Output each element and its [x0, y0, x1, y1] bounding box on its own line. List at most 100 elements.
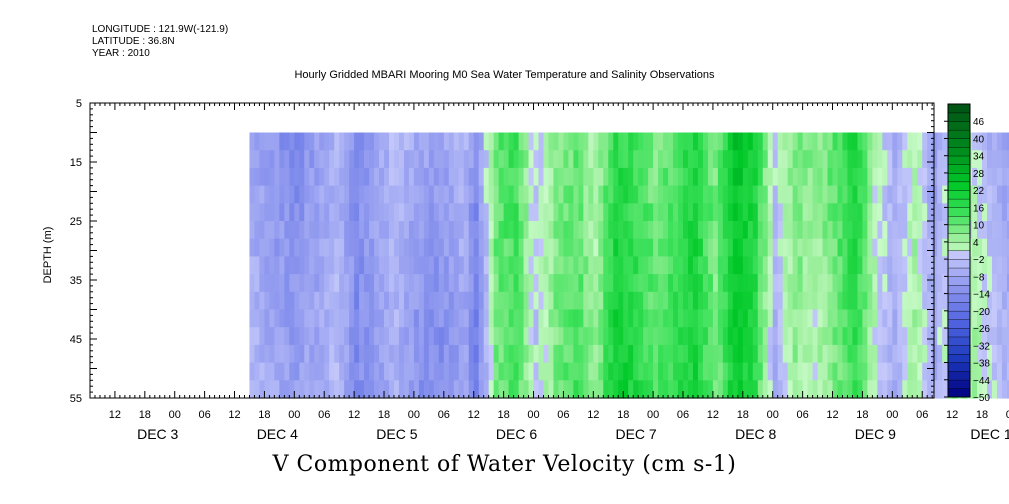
heatmap-cell — [747, 132, 754, 151]
heatmap-cell — [389, 238, 395, 257]
heatmap-cell — [663, 291, 669, 311]
heatmap-cell — [369, 185, 375, 204]
heatmap-cell — [807, 309, 814, 328]
heatmap-cell — [294, 309, 300, 328]
heatmap-cell — [747, 362, 754, 381]
heatmap-cell — [628, 203, 634, 222]
heatmap-cell — [393, 380, 400, 399]
heatmap-cell — [453, 327, 460, 346]
heatmap-cell — [344, 203, 350, 222]
heatmap-cell — [972, 203, 978, 222]
heatmap-cell — [822, 221, 829, 240]
heatmap-cell — [593, 203, 599, 222]
heatmap-cell — [668, 291, 674, 311]
heatmap-cell — [359, 221, 365, 240]
heatmap-cell — [857, 344, 864, 364]
heatmap-cell — [762, 362, 769, 381]
heatmap-cell — [438, 185, 445, 204]
heatmap-cell — [862, 203, 868, 222]
heatmap-cell — [902, 150, 908, 169]
heatmap-cell — [807, 291, 814, 311]
heatmap-cell — [892, 203, 898, 222]
colorbar-swatch — [947, 370, 971, 381]
heatmap-cell — [623, 291, 629, 311]
heatmap-cell — [777, 150, 784, 169]
heatmap-cell — [593, 167, 599, 187]
heatmap-cell — [797, 150, 804, 169]
heatmap-cell — [543, 327, 550, 346]
heatmap-cell — [897, 185, 903, 204]
heatmap-cell — [334, 327, 340, 346]
heatmap-cell — [523, 291, 530, 311]
heatmap-cell — [937, 132, 943, 151]
heatmap-cell — [418, 238, 425, 257]
heatmap-cell — [433, 238, 440, 257]
heatmap-cell — [299, 344, 305, 364]
heatmap-cell — [463, 309, 470, 328]
heatmap-cell — [259, 309, 266, 328]
heatmap-cell — [787, 185, 794, 204]
heatmap-cell — [259, 344, 266, 364]
heatmap-cell — [996, 167, 1003, 187]
heatmap-cell — [942, 309, 948, 328]
heatmap-cell — [987, 203, 993, 222]
heatmap-cell — [628, 185, 634, 204]
heatmap-cell — [563, 362, 569, 381]
heatmap-cell — [613, 185, 619, 204]
heatmap-cell — [982, 309, 988, 328]
heatmap-cell — [578, 362, 584, 381]
heatmap-cell — [658, 309, 664, 328]
heatmap-cell — [638, 274, 644, 293]
heatmap-cell — [374, 221, 380, 240]
heatmap-cell — [578, 327, 584, 346]
heatmap-cell — [633, 256, 639, 275]
heatmap-cell — [777, 203, 784, 222]
heatmap-cell — [603, 221, 609, 240]
heatmap-cell — [663, 238, 669, 257]
heatmap-cell — [812, 291, 819, 311]
heatmap-cell — [987, 291, 993, 311]
heatmap-cell — [269, 344, 275, 364]
heatmap-cell — [972, 256, 978, 275]
heatmap-cell — [398, 309, 405, 328]
heatmap-cell — [299, 167, 305, 187]
heatmap-cell — [254, 327, 261, 346]
heatmap-cell — [877, 185, 883, 204]
heatmap-cell — [558, 291, 565, 311]
heatmap-cell — [583, 380, 589, 399]
heatmap-cell — [379, 362, 385, 381]
heatmap-cell — [977, 309, 983, 328]
heatmap-cell — [917, 167, 923, 187]
heatmap-cell — [762, 274, 769, 293]
heatmap-cell — [528, 344, 535, 364]
heatmap-cell — [892, 185, 898, 204]
heatmap-cell — [398, 344, 405, 364]
heatmap-cell — [269, 203, 275, 222]
heatmap-cell — [797, 132, 804, 151]
x-hour-label: 12 — [468, 409, 480, 421]
x-hour-label: 00 — [408, 409, 420, 421]
x-day-label: DEC 10 — [970, 426, 1009, 442]
heatmap-cell — [937, 150, 943, 169]
heatmap-cell — [254, 150, 261, 169]
heatmap-cell — [712, 327, 719, 346]
heatmap-cell — [379, 344, 385, 364]
heatmap-cell — [887, 185, 893, 204]
heatmap-cell — [428, 203, 435, 222]
heatmap-cell — [543, 185, 550, 204]
heatmap-cell — [274, 380, 280, 399]
heatmap-cell — [887, 274, 893, 293]
heatmap-cell — [692, 362, 699, 381]
heatmap-cell — [777, 221, 784, 240]
heatmap-cell — [274, 167, 280, 187]
heatmap-cell — [493, 150, 500, 169]
heatmap-cell — [991, 132, 998, 151]
heatmap-cell — [309, 291, 315, 311]
colorbar-swatch — [947, 302, 971, 312]
heatmap-cell — [344, 150, 350, 169]
heatmap-cell — [473, 274, 480, 293]
heatmap-cell — [408, 150, 415, 169]
heatmap-cell — [583, 185, 589, 204]
heatmap-cell — [443, 238, 450, 257]
heatmap-cell — [538, 274, 545, 293]
